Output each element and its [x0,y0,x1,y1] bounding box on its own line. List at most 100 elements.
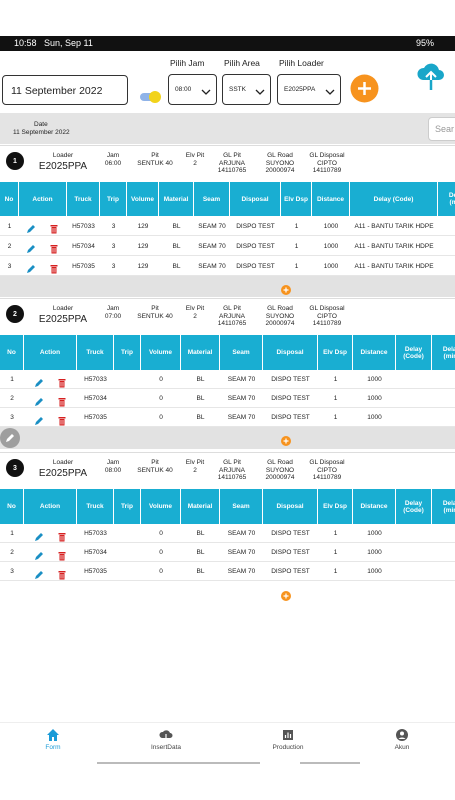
table-cell: DISPO TEST [271,395,310,402]
nav-label[interactable]: Akun [394,744,410,751]
table-cell: 3 [10,414,14,421]
table-cell: 3 [111,262,116,270]
table-row [0,236,455,256]
edit-button[interactable] [34,413,44,425]
table-cell: 1 [333,376,338,383]
table-cell: H57034 [84,549,107,556]
hour-select[interactable]: 08:00 [168,74,217,105]
delete-button[interactable] [49,241,59,254]
delete-button-part [59,380,64,387]
table-cell: DISPO TEST [271,376,310,383]
info-value: 08:00 [104,467,122,474]
table-cell: H57035 [84,414,107,421]
table-cell: 1000 [367,530,382,537]
table-cell: 1 [333,568,338,575]
info-value: 2 [193,467,197,474]
search-input[interactable]: Sear [428,117,455,141]
table-cell: 1000 [323,222,339,230]
edit-button[interactable] [26,241,36,253]
edit-button[interactable] [34,548,44,560]
bottom-nav [0,722,455,762]
table-row [0,543,455,562]
column-header: Seam [220,489,263,524]
delete-button-part [50,245,58,254]
add-row-button[interactable] [281,282,291,295]
edit-fab[interactable] [0,428,20,448]
table-cell: 1 [294,222,299,230]
info-label: GL Road [267,152,293,159]
info-label: Pit [151,152,159,159]
info-value: ARJUNA [218,160,246,167]
info-label: GL Road [267,305,293,312]
delete-button[interactable] [49,261,59,274]
delete-button[interactable] [57,375,67,387]
nav-icon-part [396,729,408,741]
info-value: CIPTO [317,160,337,167]
hour-label: Pilih Jam [170,58,205,68]
table-cell: 0 [159,530,163,537]
info-label: GL Road [267,459,293,466]
delete-button-part [58,551,65,553]
date-input[interactable]: 11 September 2022 [2,75,128,105]
delete-button-part [58,397,65,406]
delete-button-part [58,378,65,387]
table-cell: DISPO TEST [271,414,310,421]
nav-label[interactable]: Production [272,744,304,751]
column-header: Delay (Code) [396,489,432,524]
info-value: ARJUNA [218,467,246,474]
nav-label[interactable]: Form [45,744,61,751]
nav-icon[interactable] [46,728,60,742]
loader-select[interactable]: E2025PPA [277,74,341,105]
table-cell: 1 [10,530,14,537]
table-cell: 2 [7,242,12,250]
table-cell: 1000 [367,549,382,556]
info-label: GL Disposal [309,305,345,312]
delete-button-part [60,381,63,386]
edit-button-part [27,225,35,233]
delete-button[interactable] [57,567,67,579]
delete-button[interactable] [57,413,67,425]
edit-button-part [34,570,43,579]
table-cell: 1 [294,242,299,250]
table-cell: SEAM 70 [227,530,256,537]
upload-button[interactable] [415,60,447,92]
edit-button[interactable] [26,261,36,273]
gesture-bar [200,762,260,764]
delete-button[interactable] [57,394,67,406]
delete-button-part [60,535,63,540]
card-number: 1 [6,152,24,170]
delete-button[interactable] [49,221,59,234]
delete-button-part [50,265,58,274]
nav-icon-part [47,729,59,741]
table-cell: 1000 [367,395,382,402]
toggle[interactable] [139,90,163,104]
delete-button[interactable] [57,529,67,541]
column-header: Delay (min) [432,489,455,524]
edit-button[interactable] [34,394,44,406]
nav-icon[interactable] [395,728,409,742]
column-header: Material [181,489,220,524]
table-cell: 1000 [323,242,339,250]
delete-button-part [58,570,65,579]
table-cell: DISPO TEST [236,222,275,230]
edit-button-part [34,378,43,387]
nav-label[interactable]: InsertData [151,744,181,751]
edit-button[interactable] [34,375,44,387]
add-row-button-part [281,590,291,601]
column-header: Trip [114,335,141,370]
delete-button-part [52,268,56,273]
column-header: Disposal [230,182,281,216]
add-button[interactable] [350,74,379,103]
info-value: 2 [193,160,197,167]
nav-icon[interactable] [281,728,295,742]
delete-button-part [59,399,64,406]
edit-button[interactable] [34,567,44,579]
delete-button[interactable] [57,548,67,560]
column-header: No [0,335,24,370]
add-row-button[interactable] [281,588,291,601]
nav-icon[interactable] [159,728,173,742]
area-select[interactable]: SSTK [222,74,271,105]
add-row-button[interactable] [281,433,291,446]
edit-button[interactable] [26,221,36,233]
edit-button[interactable] [34,529,44,541]
